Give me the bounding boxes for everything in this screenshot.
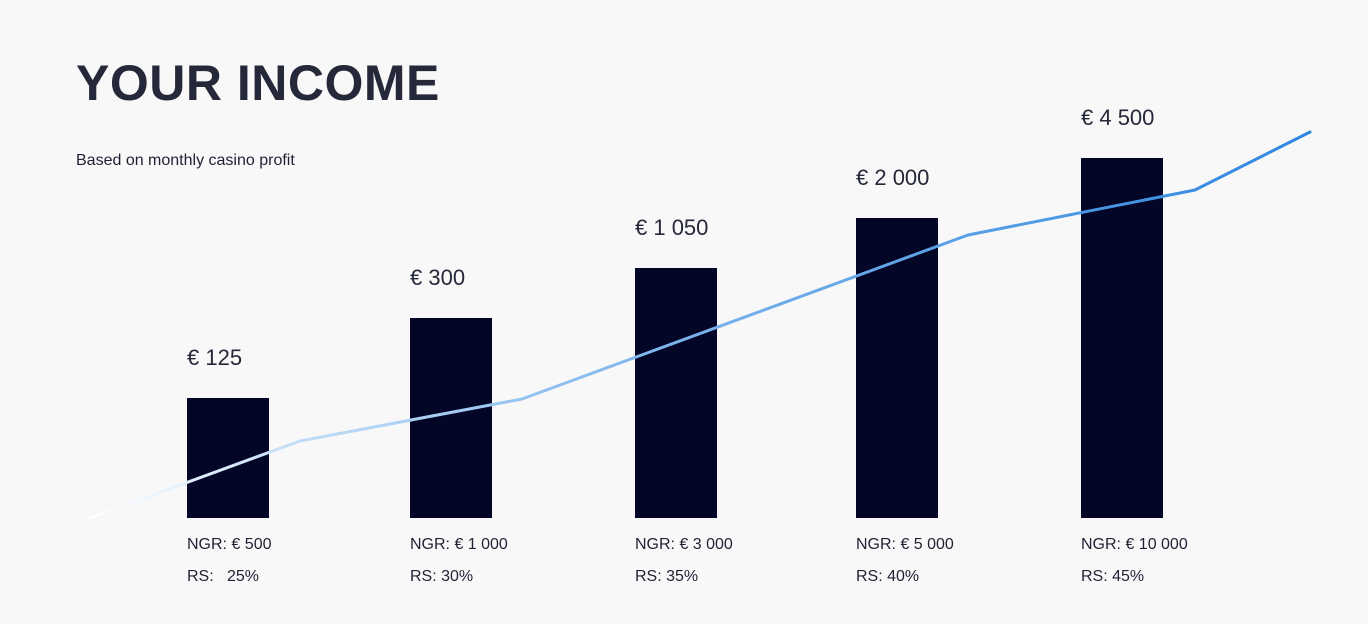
bar-value-label-1: € 125 bbox=[187, 345, 242, 370]
rs-label-4: RS: 40% bbox=[856, 568, 919, 585]
bar-5 bbox=[1081, 158, 1163, 518]
ngr-label-5: NGR: € 10 000 bbox=[1081, 536, 1188, 553]
bar-4 bbox=[856, 218, 938, 518]
ngr-label-3: NGR: € 3 000 bbox=[635, 536, 733, 553]
bar-value-label-5: € 4 500 bbox=[1081, 105, 1154, 130]
page-title: YOUR INCOME bbox=[76, 55, 440, 111]
ngr-label-2: NGR: € 1 000 bbox=[410, 536, 508, 553]
rs-label-5: RS: 45% bbox=[1081, 568, 1144, 585]
page-subtitle: Based on monthly casino profit bbox=[76, 152, 295, 169]
bar-value-label-3: € 1 050 bbox=[635, 215, 708, 240]
bar-value-label-4: € 2 000 bbox=[856, 165, 929, 190]
trend-line bbox=[88, 130, 1312, 520]
ngr-label-4: NGR: € 5 000 bbox=[856, 536, 954, 553]
bar-value-label-2: € 300 bbox=[410, 265, 465, 290]
rs-label-3: RS: 35% bbox=[635, 568, 698, 585]
bar-3 bbox=[635, 268, 717, 518]
ngr-label-1: NGR: € 500 bbox=[187, 536, 272, 553]
rs-label-2: RS: 30% bbox=[410, 568, 473, 585]
rs-label-1: RS: 25% bbox=[187, 568, 259, 585]
